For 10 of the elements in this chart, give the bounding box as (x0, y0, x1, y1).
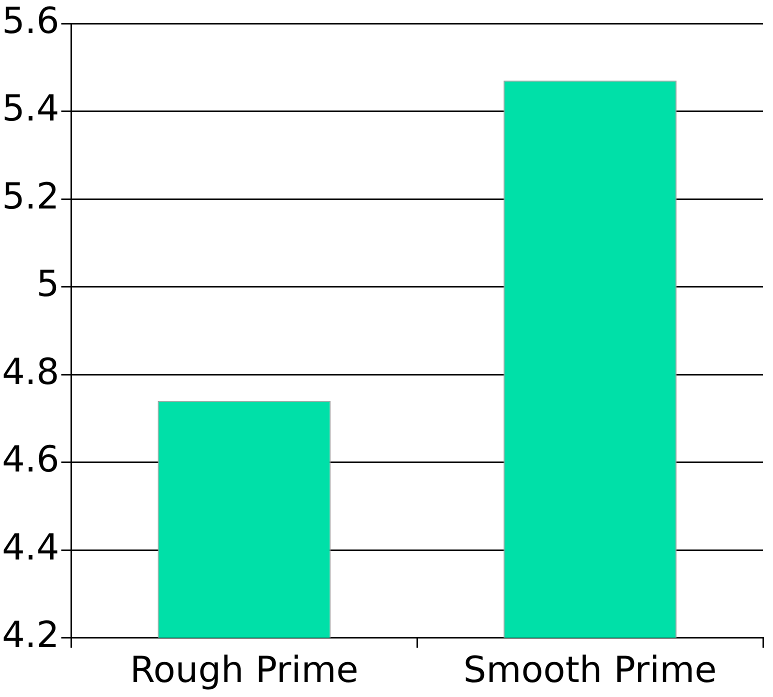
y-tick-label: 4.4 (2, 527, 60, 568)
y-tick-label: 4.8 (2, 352, 60, 393)
x-tick-label: Rough Prime (130, 650, 358, 691)
y-tick-label: 5.6 (2, 0, 60, 42)
y-tick-label: 5 (36, 264, 60, 306)
y-tick-label: 4.2 (2, 615, 60, 656)
y-tick-label: 4.6 (2, 440, 60, 481)
y-tick-label: 5.2 (2, 176, 60, 218)
x-tick-label: Smooth Prime (463, 650, 717, 691)
y-tick-label: 5.4 (2, 88, 60, 130)
